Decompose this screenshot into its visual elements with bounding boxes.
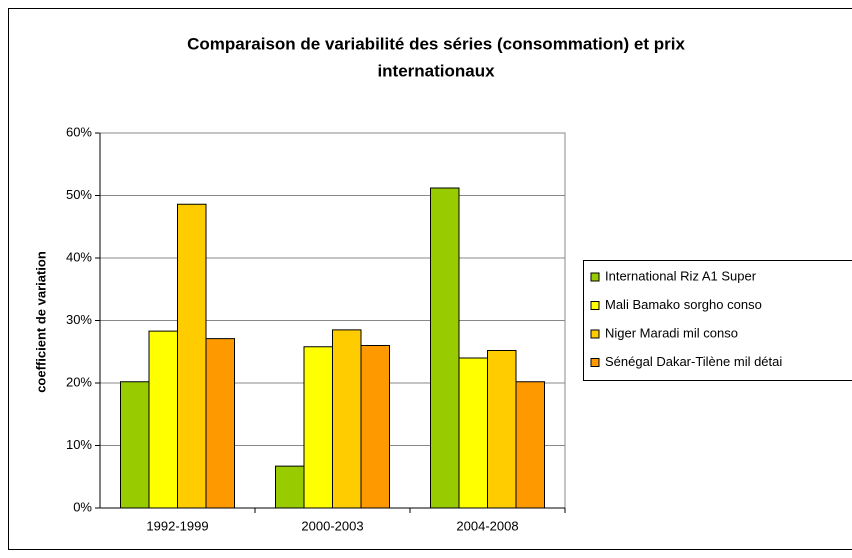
bar [275,465,305,509]
y-tick-label: 0% [73,499,92,514]
bar [148,330,178,509]
y-tick-label: 30% [66,312,92,327]
bar [430,187,460,509]
y-tick-label: 40% [66,249,92,264]
y-tick-label: 50% [66,187,92,202]
bar [487,350,517,509]
y-tick-label: 60% [66,124,92,139]
bar [205,338,235,509]
legend-swatch [590,358,600,367]
bar [120,381,150,509]
x-tick-label: 1992-1999 [146,518,208,533]
chart-title: Comparaison de variabilité des séries (c… [187,34,685,53]
y-tick-label: 20% [66,374,92,389]
legend-label: Mali Bamako sorgho conso [605,297,762,312]
y-axis-title: coefficient de variation [33,251,48,393]
bar [332,329,362,509]
bar [515,381,545,509]
y-tick-label: 10% [66,437,92,452]
bar [177,203,207,509]
legend-label: Sénégal Dakar-Tilène mil détai [605,354,782,369]
bar [458,357,488,509]
legend-box [583,260,852,381]
legend-swatch [590,301,600,310]
bar [360,345,390,509]
legend-swatch [590,272,600,282]
bar [303,346,333,509]
chart-title: internationaux [377,61,495,80]
legend-label: International Riz A1 Super [605,268,757,283]
x-tick-label: 2004-2008 [456,518,518,533]
legend-swatch [590,329,600,339]
x-tick-label: 2000-2003 [301,518,363,533]
legend-label: Niger Maradi mil conso [605,325,738,340]
